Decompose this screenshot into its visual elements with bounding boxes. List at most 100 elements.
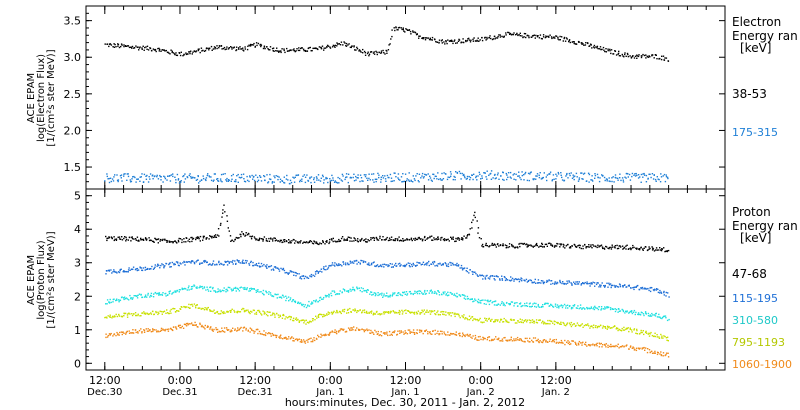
- data-point-47-68: [413, 238, 415, 240]
- data-point-795-1193: [356, 311, 358, 314]
- data-point-175-315: [506, 174, 508, 176]
- data-point-1060-1900: [258, 330, 261, 333]
- data-point-310-580: [435, 292, 437, 294]
- data-point-795-1193: [153, 313, 155, 315]
- data-point-115-195: [114, 271, 116, 273]
- data-point-175-315: [166, 179, 168, 181]
- data-point-47-68: [426, 238, 428, 240]
- data-point-795-1193: [115, 313, 117, 316]
- data-point-38-53: [537, 35, 539, 37]
- data-point-795-1193: [386, 311, 389, 313]
- data-point-115-195: [402, 265, 404, 267]
- data-point-47-68: [172, 241, 174, 243]
- data-point-175-315: [217, 180, 219, 182]
- data-point-175-315: [417, 180, 419, 182]
- data-point-38-53: [382, 49, 384, 52]
- data-point-47-68: [218, 235, 220, 237]
- data-point-1060-1900: [511, 340, 514, 342]
- data-point-115-195: [117, 271, 120, 273]
- data-point-38-53: [488, 36, 490, 39]
- data-point-115-195: [457, 264, 460, 266]
- data-point-795-1193: [189, 307, 191, 309]
- data-point-175-315: [624, 176, 626, 178]
- data-point-310-580: [196, 286, 198, 288]
- data-point-795-1193: [405, 312, 407, 314]
- data-point-1060-1900: [393, 331, 395, 334]
- data-point-1060-1900: [107, 334, 109, 337]
- data-point-1060-1900: [437, 330, 439, 332]
- data-point-38-53: [538, 37, 541, 39]
- data-point-1060-1900: [649, 351, 652, 353]
- data-point-795-1193: [587, 323, 589, 325]
- data-point-115-195: [589, 285, 591, 287]
- data-point-1060-1900: [156, 331, 158, 333]
- data-point-38-53: [418, 35, 420, 37]
- data-point-175-315: [200, 179, 203, 181]
- data-point-175-315: [131, 178, 133, 180]
- data-point-175-315: [283, 181, 285, 184]
- data-point-795-1193: [462, 316, 465, 319]
- data-point-795-1193: [425, 311, 427, 313]
- data-point-38-53: [564, 40, 567, 42]
- data-point-175-315: [438, 178, 440, 181]
- data-point-1060-1900: [551, 340, 553, 343]
- electron-ytick-label: 3.5: [64, 15, 82, 28]
- data-point-175-315: [443, 172, 445, 174]
- data-point-795-1193: [488, 318, 490, 320]
- data-point-1060-1900: [173, 326, 175, 328]
- data-point-795-1193: [565, 324, 567, 327]
- data-point-38-53: [609, 50, 611, 52]
- data-point-795-1193: [114, 315, 116, 318]
- data-point-47-68: [482, 246, 485, 248]
- data-point-310-580: [328, 296, 330, 298]
- data-point-115-195: [416, 264, 418, 266]
- data-point-310-580: [274, 293, 276, 295]
- data-point-795-1193: [239, 311, 242, 313]
- data-point-1060-1900: [607, 344, 609, 347]
- data-point-1060-1900: [141, 332, 143, 334]
- data-point-115-195: [663, 290, 665, 293]
- data-point-310-580: [443, 293, 445, 295]
- data-point-795-1193: [118, 315, 121, 317]
- data-point-795-1193: [383, 313, 385, 315]
- data-point-175-315: [372, 179, 374, 181]
- data-point-175-315: [323, 182, 325, 184]
- data-point-38-53: [168, 52, 170, 54]
- data-point-1060-1900: [185, 325, 188, 327]
- data-point-310-580: [262, 289, 265, 292]
- data-point-310-580: [654, 315, 657, 317]
- data-point-38-53: [364, 54, 367, 56]
- data-point-310-580: [261, 292, 264, 295]
- data-point-115-195: [622, 286, 624, 288]
- data-point-310-580: [615, 308, 618, 311]
- data-point-175-315: [642, 173, 644, 175]
- data-point-175-315: [481, 177, 483, 179]
- data-point-115-195: [334, 265, 336, 267]
- data-point-795-1193: [645, 331, 647, 334]
- data-point-1060-1900: [397, 330, 399, 332]
- data-point-47-68: [138, 239, 140, 241]
- data-point-115-195: [588, 282, 591, 285]
- data-point-310-580: [333, 291, 336, 293]
- data-point-175-315: [591, 175, 593, 177]
- data-point-38-53: [155, 50, 157, 53]
- data-point-175-315: [523, 179, 525, 181]
- data-point-795-1193: [328, 313, 330, 315]
- data-point-175-315: [296, 174, 298, 177]
- data-point-310-580: [526, 302, 528, 304]
- data-point-175-315: [496, 174, 499, 176]
- data-point-38-53: [363, 50, 366, 53]
- data-point-115-195: [660, 292, 663, 294]
- data-point-38-53: [438, 39, 441, 41]
- data-point-47-68: [254, 237, 256, 240]
- data-point-115-195: [399, 262, 401, 265]
- data-point-115-195: [447, 265, 450, 268]
- data-point-175-315: [541, 177, 544, 179]
- data-point-310-580: [647, 315, 650, 317]
- data-point-1060-1900: [296, 338, 298, 340]
- data-point-175-315: [507, 172, 510, 174]
- data-point-115-195: [649, 287, 651, 289]
- data-point-47-68: [305, 241, 307, 244]
- data-point-795-1193: [206, 309, 208, 311]
- data-point-115-195: [258, 265, 261, 267]
